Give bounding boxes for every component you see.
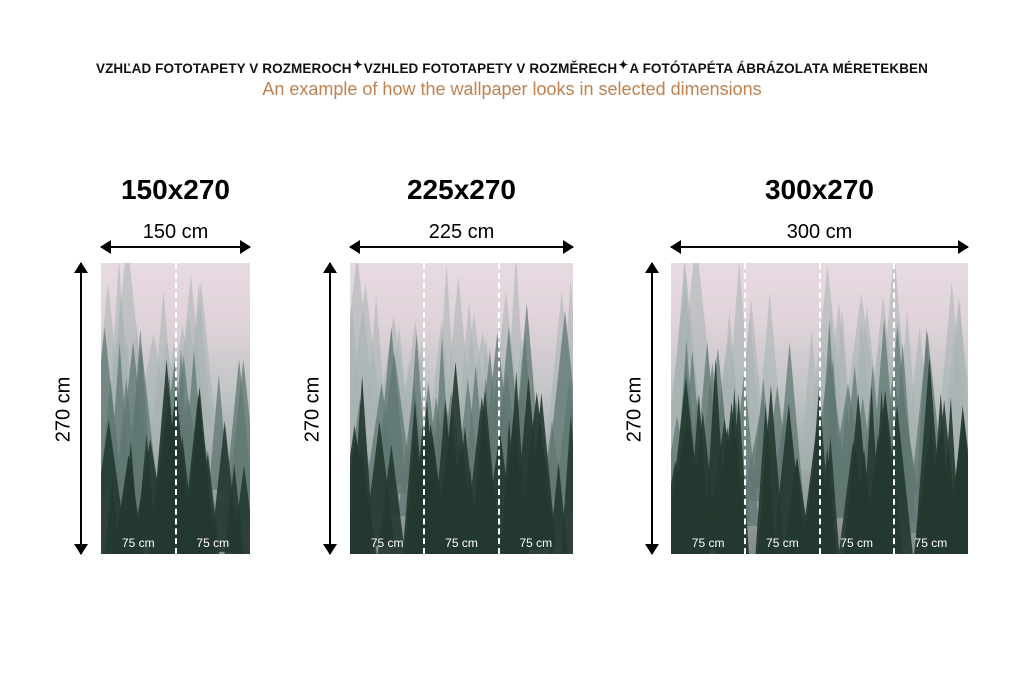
strip-width-label: 75 cm <box>691 536 725 550</box>
strip-width-label: 75 cm <box>766 536 799 550</box>
wallpaper-preview: 75 cm 75 cm 75 cm <box>350 263 573 554</box>
width-arrow-icon <box>349 240 574 254</box>
strip-seam <box>819 263 821 554</box>
height-arrow-icon <box>645 262 659 555</box>
strip-width-label: 75 cm <box>445 536 478 550</box>
heading-cz: VZHLED FOTOTAPETY V ROZMĚRECH <box>363 61 618 76</box>
width-label: 300 cm <box>786 221 853 243</box>
wallpaper-preview: 75 cm 75 cm 75 cm 75 cm <box>671 263 968 554</box>
variant-title: 225x270 <box>406 174 516 205</box>
sparkle-star-icon: ✦ <box>618 58 629 72</box>
strip-width-label: 75 cm <box>370 536 404 550</box>
strip-seam <box>175 263 177 554</box>
sparkle-star-icon: ✦ <box>352 58 363 72</box>
variant-title: 300x270 <box>764 174 874 205</box>
width-arrow-icon <box>670 240 969 254</box>
width-label: 225 cm <box>428 221 495 243</box>
width-label: 150 cm <box>142 221 209 243</box>
height-label: 270 cm <box>623 376 646 443</box>
subtitle: An example of how the wallpaper looks in… <box>262 79 762 99</box>
strip-seam <box>423 263 425 554</box>
width-arrow-icon <box>100 240 251 254</box>
variant-title: 150x270 <box>120 174 230 205</box>
strip-width-label: 75 cm <box>121 536 155 550</box>
wallpaper-preview: 75 cm 75 cm <box>101 263 250 554</box>
misty-forest-image <box>350 263 573 554</box>
height-label: 270 cm <box>301 376 324 443</box>
strip-seam <box>744 263 746 554</box>
heading-hu: A FOTÓTAPÉTA ÁBRÁZOLATA MÉRETEKBEN <box>629 61 929 76</box>
strip-seam <box>893 263 895 554</box>
strip-width-label: 75 cm <box>196 536 230 550</box>
heading-sk: VZHĽAD FOTOTAPETY V ROZMEROCH <box>95 61 352 76</box>
multilingual-heading: VZHĽAD FOTOTAPETY V ROZMEROCH✦VZHLED FOT… <box>0 58 1024 76</box>
strip-width-label: 75 cm <box>840 536 873 550</box>
height-arrow-icon <box>323 262 337 555</box>
strip-width-label: 75 cm <box>914 536 948 550</box>
strip-seam <box>498 263 500 554</box>
height-arrow-icon <box>74 262 88 555</box>
height-label: 270 cm <box>52 376 75 443</box>
strip-width-label: 75 cm <box>519 536 553 550</box>
